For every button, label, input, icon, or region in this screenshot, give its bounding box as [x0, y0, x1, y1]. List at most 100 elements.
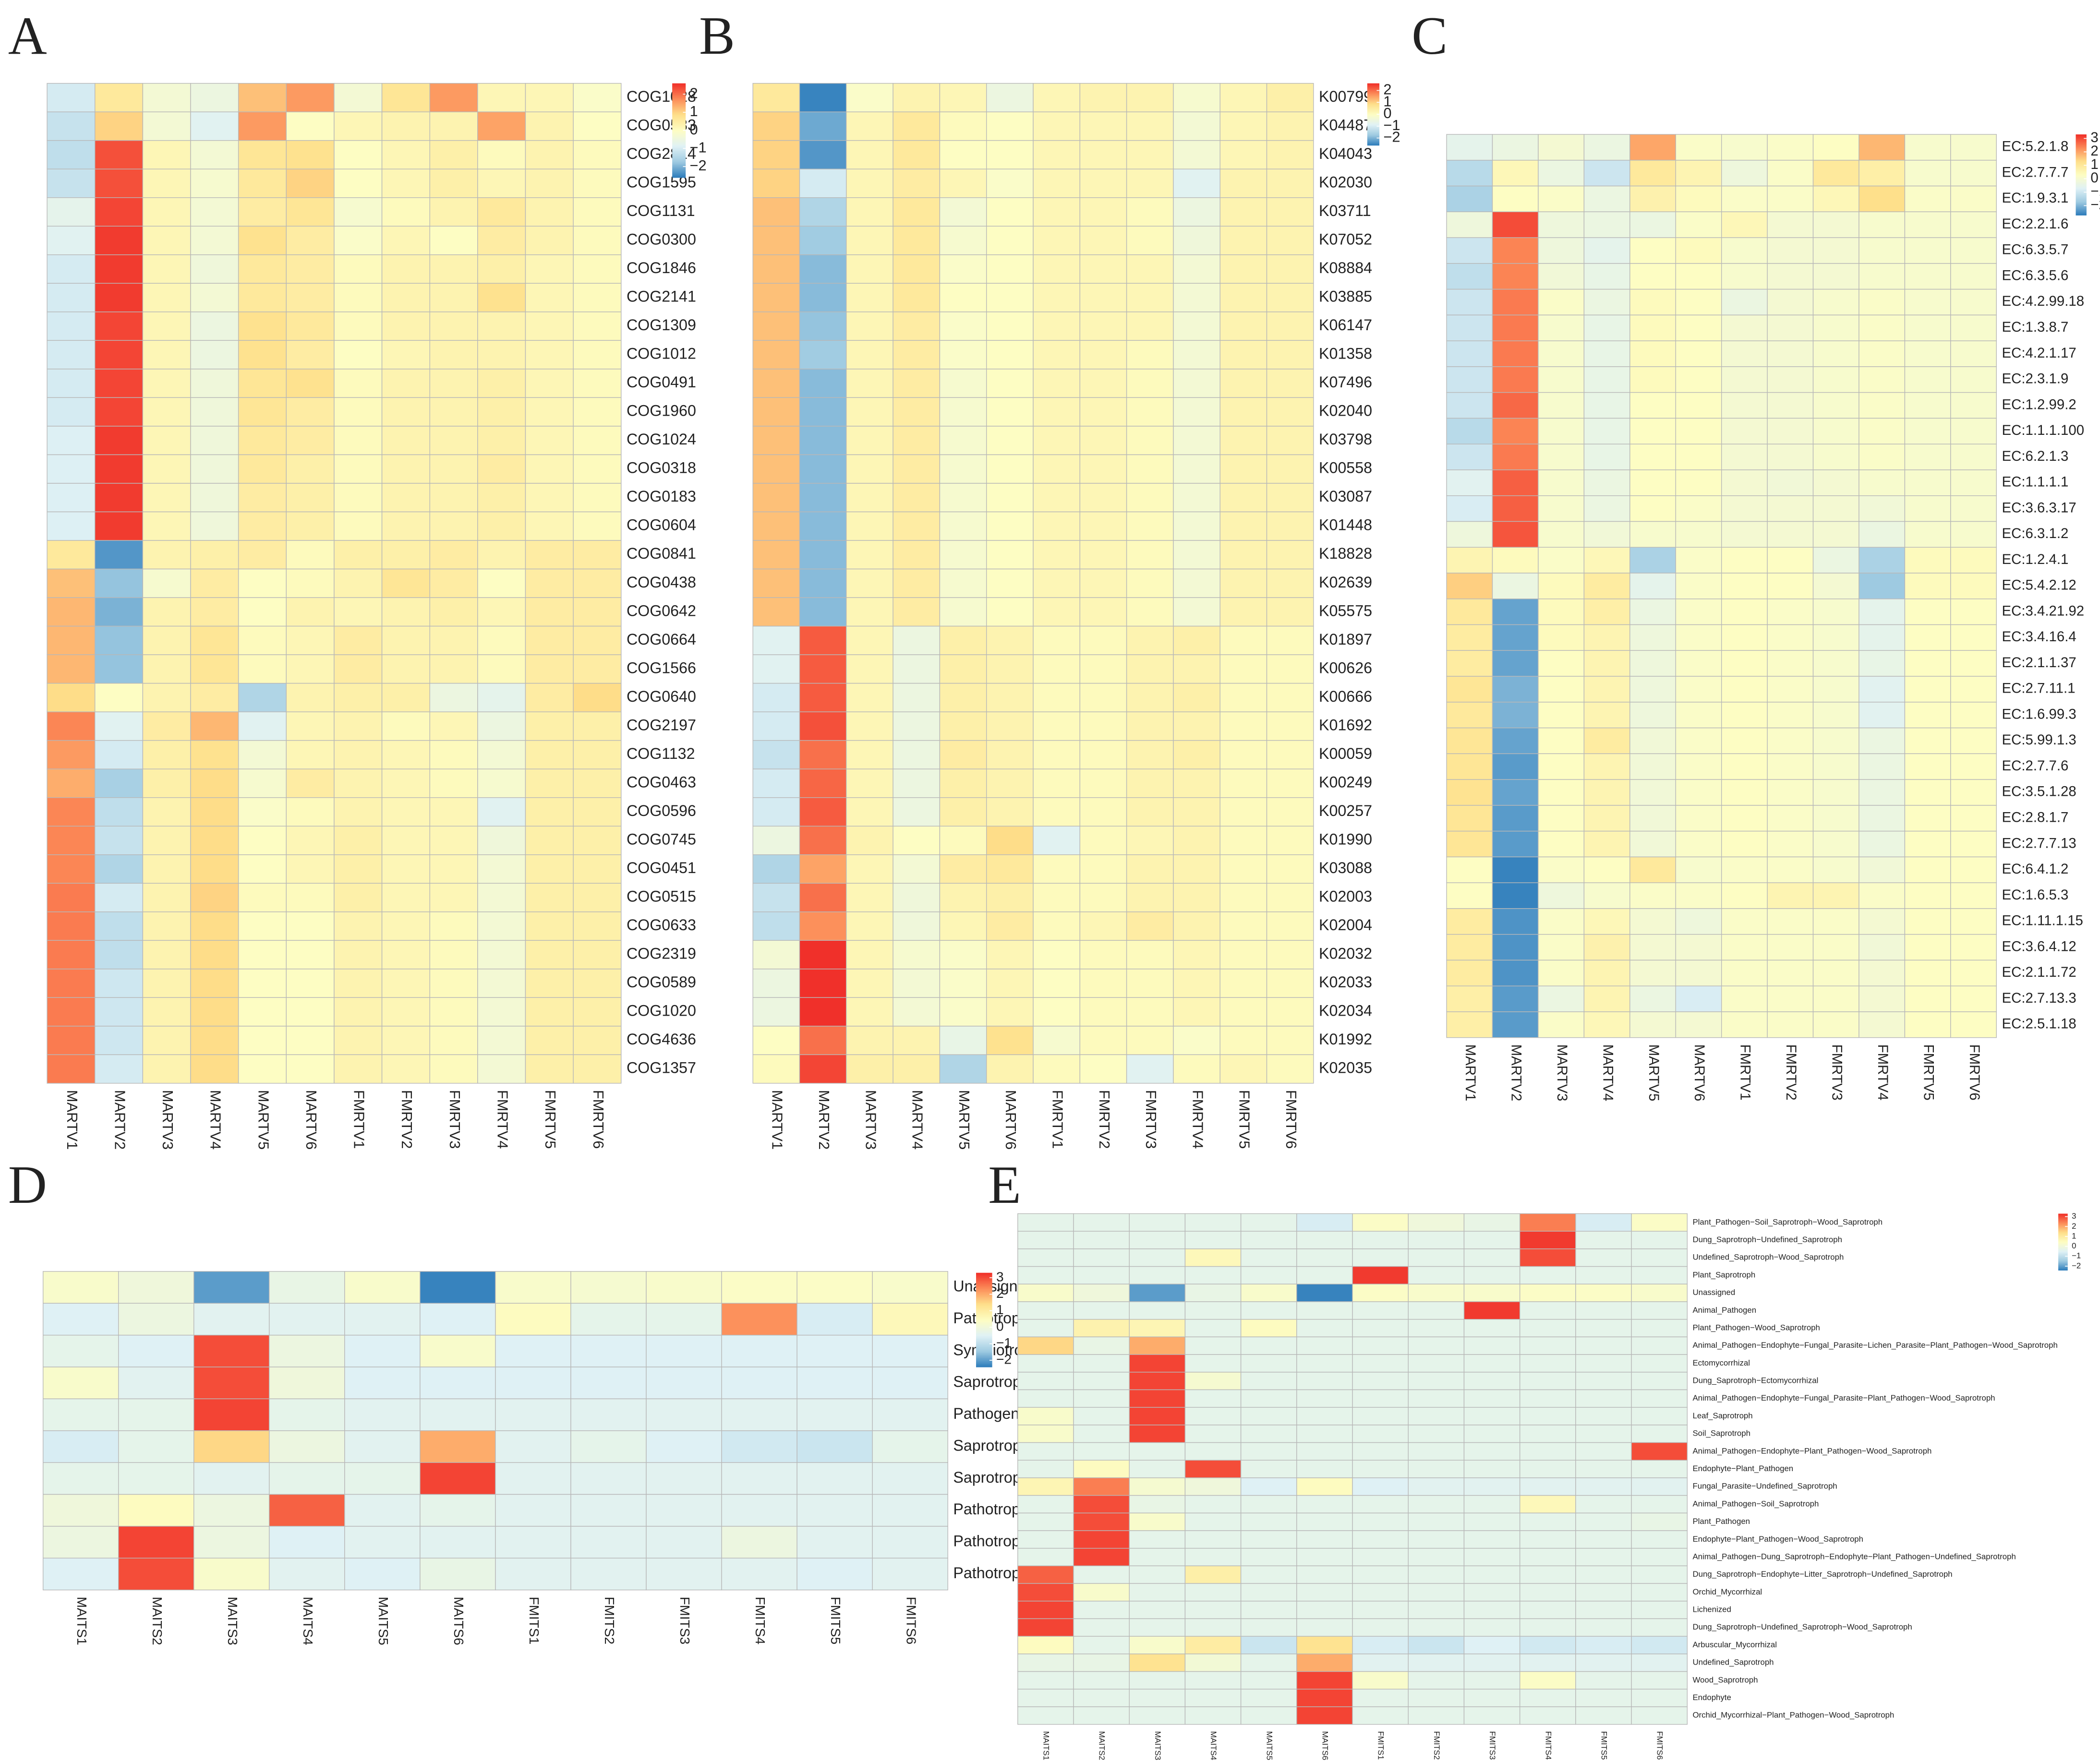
heatmap-cell: [1631, 1389, 1688, 1408]
heatmap-cell: [142, 940, 191, 970]
heatmap-cell: [286, 883, 335, 912]
heatmap-cell: [1492, 908, 1539, 935]
heatmap-cell: [495, 1398, 571, 1431]
heatmap-cell: [381, 969, 430, 998]
heatmap-cell: [1126, 511, 1174, 541]
heatmap-cell: [1583, 418, 1630, 444]
heatmap-cell: [1538, 547, 1585, 574]
heatmap-cell: [1721, 1011, 1768, 1038]
heatmap-cell: [1129, 1671, 1186, 1690]
heatmap-cell: [1033, 511, 1081, 541]
heatmap-cell: [1583, 830, 1630, 858]
row-label: Animal_Pathogen−Endophyte−Fungal_Parasit…: [1692, 1393, 1995, 1402]
colorbar-segment: [672, 114, 686, 117]
colorbar-segment: [2058, 1224, 2068, 1225]
heatmap-cell: [939, 597, 987, 627]
colorbar-segment: [2058, 1220, 2068, 1222]
heatmap-cell: [47, 454, 96, 484]
heatmap-cell: [1033, 740, 1081, 769]
heatmap-cell: [799, 226, 847, 255]
heatmap-cell: [1352, 1671, 1409, 1690]
heatmap-cell: [1583, 573, 1630, 599]
heatmap-cell: [429, 683, 478, 712]
colorbar-segment: [1367, 85, 1380, 87]
heatmap-cell: [1575, 1354, 1632, 1373]
heatmap-cell: [95, 454, 144, 484]
colorbar-segment: [672, 107, 686, 109]
heatmap-cell: [525, 511, 574, 541]
heatmap-cell: [1079, 740, 1127, 769]
row-label: COG0589: [627, 973, 696, 991]
heatmap-cell: [1408, 1583, 1465, 1602]
heatmap-cell: [1721, 237, 1768, 264]
column-label: MAITS2: [150, 1597, 165, 1645]
heatmap-cell: [1296, 1706, 1353, 1725]
colorbar-segment: [672, 138, 686, 141]
colorbar-segment: [1367, 143, 1380, 145]
heatmap-cell: [1240, 1425, 1297, 1443]
colorbar-segment: [2076, 149, 2087, 151]
colorbar-segment: [1367, 139, 1380, 141]
colorbar-segment: [976, 1360, 992, 1363]
heatmap-cell: [1219, 683, 1267, 712]
heatmap-cell: [1463, 1654, 1521, 1672]
heatmap-cell: [939, 340, 987, 370]
heatmap-cell: [525, 1026, 574, 1055]
heatmap-cell: [1904, 882, 1951, 909]
heatmap-cell: [1033, 854, 1081, 884]
heatmap-cell: [238, 454, 287, 484]
heatmap-cell: [1173, 83, 1220, 112]
heatmap-cell: [1073, 1425, 1130, 1443]
heatmap-cell: [1184, 1319, 1242, 1338]
heatmap-cell: [1519, 1336, 1576, 1355]
heatmap-cell: [1904, 805, 1951, 832]
heatmap-cell: [142, 768, 191, 798]
heatmap-cell: [1033, 254, 1081, 284]
heatmap-cell: [381, 483, 430, 513]
heatmap-cell: [1859, 134, 1906, 161]
colorbar-segment: [1367, 94, 1380, 96]
heatmap-cell: [1446, 495, 1493, 522]
colorbar-segment: [2076, 172, 2087, 174]
heatmap-cell: [142, 683, 191, 712]
heatmap-cell: [495, 1430, 571, 1463]
colorbar-segment: [976, 1313, 992, 1316]
heatmap-cell: [1296, 1354, 1353, 1373]
heatmap-cell: [1446, 908, 1493, 935]
colorbar-segment: [672, 122, 686, 125]
heatmap-cell: [1184, 1530, 1242, 1549]
heatmap-cell: [721, 1334, 797, 1367]
heatmap-cell: [939, 797, 987, 827]
heatmap-cell: [1017, 1671, 1074, 1690]
heatmap-cell: [1240, 1477, 1297, 1496]
heatmap-cell: [47, 397, 96, 427]
heatmap-cell: [1492, 624, 1539, 651]
heatmap-cell: [95, 854, 144, 884]
heatmap-cell: [1675, 624, 1722, 651]
heatmap-cell: [1721, 443, 1768, 470]
heatmap-cell: [846, 826, 893, 855]
heatmap-cell: [429, 969, 478, 998]
colorbar-segment: [672, 160, 686, 162]
heatmap-cell: [1812, 495, 1859, 522]
heatmap-cell: [1073, 1231, 1130, 1249]
heatmap-cell: [1352, 1601, 1409, 1619]
heatmap-cell: [118, 1558, 194, 1591]
heatmap-cell: [525, 797, 574, 827]
heatmap-cell: [1017, 1706, 1074, 1725]
row-label: Orchid_Mycorrhizal: [1692, 1587, 1762, 1596]
colorbar-segment: [672, 83, 686, 85]
heatmap-cell: [1721, 753, 1768, 780]
heatmap-cell: [986, 683, 1034, 712]
heatmap-cell: [1446, 650, 1493, 677]
heatmap-cell: [95, 711, 144, 741]
heatmap-cell: [477, 654, 526, 684]
colorbar-segment: [2058, 1259, 2068, 1260]
heatmap-cell: [1767, 882, 1814, 909]
heatmap-cell: [525, 340, 574, 370]
heatmap-cell: [477, 711, 526, 741]
heatmap-cell: [573, 312, 622, 341]
heatmap-cell: [238, 283, 287, 312]
colorbar-segment: [2076, 209, 2087, 212]
heatmap-cell: [1675, 805, 1722, 832]
